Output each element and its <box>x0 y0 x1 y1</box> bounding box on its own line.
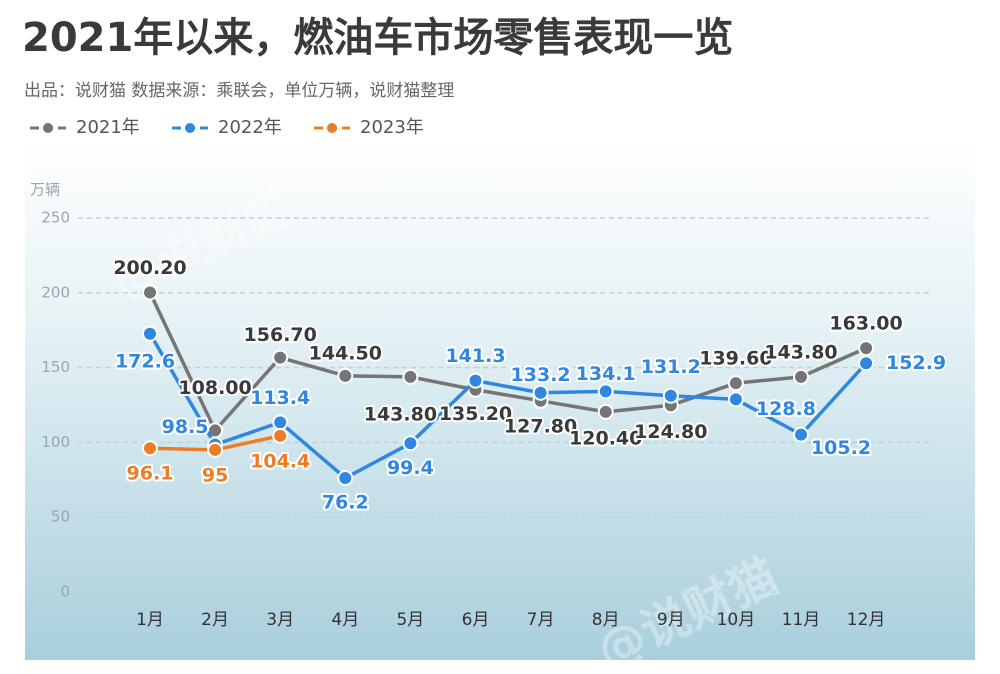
data-point <box>597 403 614 420</box>
data-label: 143.80 <box>364 403 437 425</box>
data-label: 143.80 <box>764 341 837 363</box>
data-label: 95 <box>202 464 228 486</box>
data-label: 144.50 <box>309 342 382 364</box>
data-point <box>727 391 744 408</box>
data-point <box>532 384 549 401</box>
data-label: 104.4 <box>250 450 310 472</box>
data-label: 141.3 <box>445 345 505 367</box>
data-label: 76.2 <box>322 492 369 514</box>
x-tick-label: 3月 <box>266 610 294 630</box>
data-point <box>793 426 809 443</box>
legend-marker <box>185 123 195 133</box>
plot-background <box>25 140 975 660</box>
data-label: 96.1 <box>127 463 174 485</box>
series-line <box>148 291 867 434</box>
data-point <box>337 470 354 487</box>
x-tick-label: 11月 <box>782 610 821 630</box>
data-point <box>597 383 614 400</box>
data-point <box>402 435 419 452</box>
y-tick-label: 50 <box>51 508 70 526</box>
y-tick-label: 250 <box>41 209 70 227</box>
x-tick-label: 6月 <box>462 610 490 630</box>
legend-label: 2022年 <box>218 117 282 138</box>
data-point <box>142 440 158 457</box>
data-point <box>272 427 289 444</box>
data-label: 200.20 <box>113 257 186 279</box>
data-label: 134.1 <box>576 363 636 385</box>
x-tick-label: 7月 <box>527 610 555 630</box>
x-tick-label: 9月 <box>657 610 685 630</box>
data-point <box>727 375 744 392</box>
data-point <box>142 325 158 342</box>
subtitle: 出品：说财猫 数据来源：乘联会，单位万辆，说财猫整理 <box>24 81 454 101</box>
data-point <box>402 368 419 385</box>
x-tick-label: 5月 <box>396 610 424 630</box>
data-label: 98.5 <box>162 416 209 438</box>
x-tick-label: 12月 <box>847 610 886 630</box>
data-label: 131.2 <box>641 356 701 378</box>
data-label: 163.00 <box>829 313 902 335</box>
data-point <box>207 441 224 458</box>
data-label: 172.6 <box>115 350 175 372</box>
legend-marker <box>43 123 53 133</box>
data-label: 128.8 <box>756 398 816 420</box>
data-point <box>793 368 809 385</box>
data-point <box>272 349 289 366</box>
chart-title: 2021年以来，燃油车市场零售表现一览 <box>22 15 733 61</box>
data-label: 124.80 <box>634 421 707 443</box>
legend-label: 2021年 <box>76 117 140 138</box>
data-point <box>662 387 679 404</box>
y-axis-label: 万辆 <box>30 181 60 199</box>
data-label: 108.00 <box>178 377 251 399</box>
legend-marker <box>327 123 337 133</box>
data-point <box>858 355 875 372</box>
data-point <box>858 340 875 357</box>
data-label: 135.20 <box>439 403 512 425</box>
data-label: 99.4 <box>387 457 434 479</box>
y-tick-label: 0 <box>60 583 70 601</box>
data-label: 120.40 <box>569 427 642 449</box>
data-point <box>272 414 289 431</box>
data-point <box>337 367 354 384</box>
series-line <box>148 332 868 481</box>
legend-label: 2023年 <box>360 117 424 138</box>
x-tick-label: 4月 <box>331 610 359 630</box>
data-label: 133.2 <box>511 364 571 386</box>
y-tick-label: 100 <box>41 433 70 451</box>
y-tick-label: 150 <box>41 358 70 376</box>
data-label: 152.9 <box>886 352 946 374</box>
data-point <box>142 284 158 301</box>
data-label: 127.80 <box>504 415 577 437</box>
data-label: 156.70 <box>244 324 317 346</box>
data-label: 113.4 <box>250 387 310 409</box>
data-label: 139.60 <box>699 348 772 370</box>
x-tick-label: 8月 <box>592 610 620 630</box>
y-tick-label: 200 <box>41 283 70 301</box>
x-tick-label: 10月 <box>717 610 756 630</box>
x-tick-label: 1月 <box>136 610 164 630</box>
data-label: 105.2 <box>811 437 871 459</box>
data-point <box>467 372 484 389</box>
x-tick-label: 2月 <box>201 610 229 630</box>
